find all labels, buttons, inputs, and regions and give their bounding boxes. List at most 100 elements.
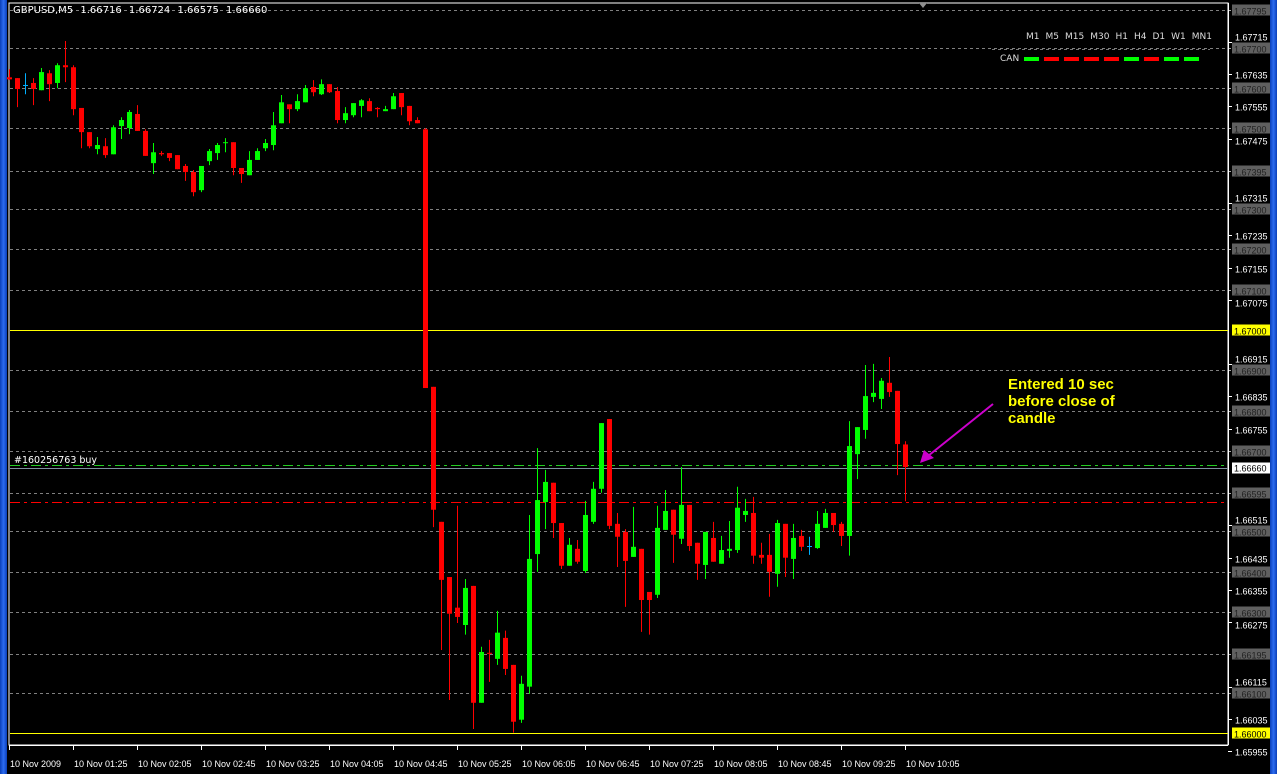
candle-body [855, 427, 860, 455]
timeframe-m30: M30 [1090, 32, 1110, 42]
can-signal-dash [1024, 57, 1039, 61]
candle-body [631, 546, 636, 557]
price-axis-label: 1.66515 [1235, 516, 1268, 526]
price-label-box [1232, 82, 1270, 94]
candle-body [127, 111, 132, 129]
price-label-box [1232, 566, 1270, 578]
timeframe-h1: H1 [1115, 32, 1128, 42]
price-axis-label: 1.67715 [1235, 33, 1268, 43]
candle-body [39, 72, 44, 91]
candle-body [79, 107, 84, 133]
candle-body [799, 535, 804, 547]
candle-body [895, 390, 900, 445]
candle-body [495, 632, 500, 659]
candle-body [431, 386, 436, 510]
price-axis-label: 1.66755 [1235, 426, 1268, 436]
candle-body [615, 523, 620, 537]
candle-body [751, 512, 756, 556]
price-grid-label: 1.66400 [1234, 569, 1267, 579]
window-frame-right [1270, 0, 1277, 774]
low-price: 1.66575 [177, 5, 219, 16]
level-label: 1.66000 [1234, 730, 1267, 740]
price-label-box [1232, 648, 1270, 660]
chart-shift-icon [919, 3, 927, 8]
candle-body [7, 77, 12, 80]
candle-body [335, 91, 340, 121]
candle-body [847, 446, 852, 536]
candle-body [823, 512, 828, 528]
price-axis-label: 1.67075 [1235, 299, 1268, 309]
can-signal-dash [1104, 57, 1119, 61]
candle-body [287, 104, 292, 110]
candle-body [415, 120, 420, 124]
price-label-box [1232, 687, 1270, 699]
order-label[interactable]: #160256763 buy [14, 455, 98, 466]
price-grid-label: 1.66700 [1234, 448, 1267, 458]
candle-body [247, 159, 252, 176]
price-axis-label: 1.66915 [1235, 355, 1268, 365]
candle-body [535, 500, 540, 555]
candle-body [311, 86, 316, 93]
candle-body [671, 509, 676, 535]
candle-body [903, 444, 908, 468]
candle-body [383, 109, 388, 112]
price-grid-label: 1.67300 [1234, 206, 1267, 216]
price-label-box [1232, 243, 1270, 255]
candle-body [863, 396, 868, 430]
candle-body [551, 482, 556, 524]
time-label: 10 Nov 01:25 [74, 759, 128, 769]
candle-body [655, 527, 660, 595]
candle-body [423, 129, 428, 389]
arrow-head-icon [920, 450, 934, 463]
level-label-box [1232, 727, 1270, 739]
candle-body [455, 607, 460, 617]
candle-body [791, 537, 796, 559]
chart-title: GBPUSD,M5 1.66716 1.66724 1.66575 1.6666… [13, 5, 271, 16]
candle-body [15, 78, 20, 90]
candle-body [839, 523, 844, 536]
candle-body [479, 651, 484, 703]
candle-body [743, 510, 748, 515]
time-label: 10 Nov 02:05 [138, 759, 192, 769]
price-axis-label: 1.66035 [1235, 716, 1268, 726]
arrow-line [927, 403, 994, 457]
candle-body [159, 153, 164, 155]
candle-body [663, 510, 668, 530]
candle-body [87, 132, 92, 147]
price-grid-label: 1.67395 [1234, 168, 1267, 178]
candle-body [55, 65, 60, 83]
timeframe-w1: W1 [1171, 32, 1186, 42]
candle-body [191, 172, 196, 193]
candle-body [103, 146, 108, 156]
price-grid-label: 1.67700 [1234, 45, 1267, 55]
time-label: 10 Nov 03:25 [266, 759, 320, 769]
time-label: 10 Nov 08:45 [778, 759, 832, 769]
candle-body [207, 151, 212, 162]
level-label: 1.67000 [1234, 327, 1267, 337]
candle-body [303, 88, 308, 103]
time-label: 10 Nov 06:05 [522, 759, 576, 769]
candle-body [719, 550, 724, 564]
bid-label: 1.66660 [1234, 464, 1267, 474]
candle-body [447, 577, 452, 614]
candle-body [575, 548, 580, 562]
candle-body [599, 423, 604, 489]
candle-body [439, 521, 444, 580]
can-signal-dash [1144, 57, 1159, 61]
bid-label-box [1232, 462, 1270, 474]
price-axis-label: 1.67635 [1235, 71, 1268, 81]
can-signal-dash [1164, 57, 1179, 61]
level-label-box [1232, 324, 1270, 336]
time-label: 10 Nov 07:25 [650, 759, 704, 769]
candle-body [199, 165, 204, 191]
candle-body [23, 84, 28, 86]
price-grid-label: 1.67600 [1234, 85, 1267, 95]
timeframe-m1: M1 [1026, 32, 1040, 42]
annotation-text: Entered 10 sec before close of candle [1008, 376, 1115, 427]
time-label: 10 Nov 10:05 [906, 759, 960, 769]
candle-body [695, 542, 700, 564]
candle-body [519, 683, 524, 720]
price-label-box [1232, 165, 1270, 177]
time-label: 10 Nov 09:25 [842, 759, 896, 769]
